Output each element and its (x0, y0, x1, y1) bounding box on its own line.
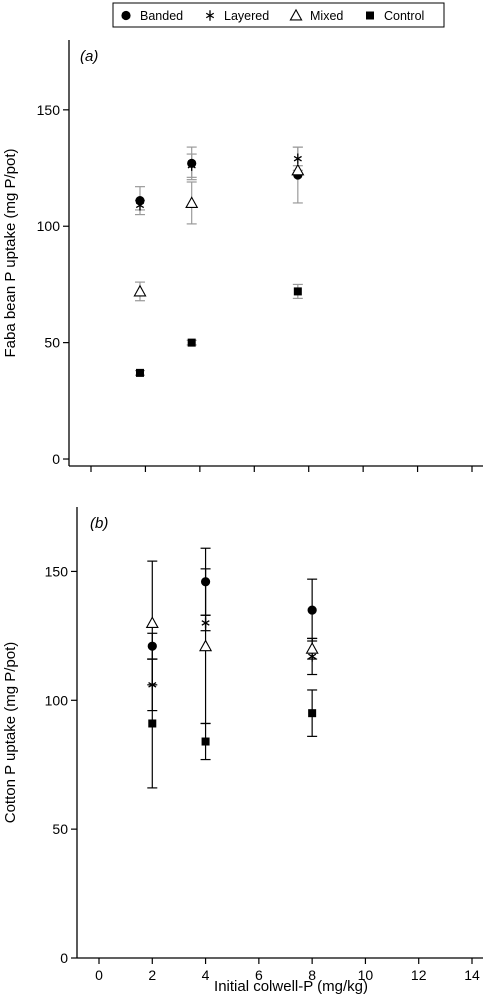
y-tick-label: 0 (52, 451, 60, 467)
point-control (308, 709, 317, 718)
point-layered (187, 160, 196, 171)
point-control (187, 338, 196, 347)
y-axis-title: Cotton P uptake (mg P/pot) (2, 642, 19, 824)
y-tick-label: 150 (37, 102, 61, 118)
panel-b: 0 50 100 150 0 2 4 6 8 10 12 14 (b) Cotton P uptake (… (2, 507, 483, 983)
panel-a: 0 50 100 150 (a) Faba bean P uptake (mg P/pot… (2, 40, 483, 472)
y-tick-label: 150 (45, 563, 69, 579)
point-mixed (291, 163, 305, 176)
x-tick-label: 14 (464, 967, 480, 983)
y-tick-label: 100 (45, 692, 69, 708)
y-tick-label: 50 (52, 821, 68, 837)
point-mixed (145, 616, 159, 629)
point-layered (135, 200, 145, 211)
point-mixed (133, 284, 147, 297)
legend-label-banded: Banded (140, 9, 183, 23)
x-tick-label: 12 (411, 967, 427, 983)
legend-box (112, 2, 445, 28)
x-tick-label: 8 (308, 967, 316, 983)
legend-label-control: Control (384, 9, 424, 23)
point-mixed (305, 642, 319, 654)
legend-marker-layered (205, 10, 215, 21)
legend-marker-control (366, 11, 374, 20)
legend-label-mixed: Mixed (310, 9, 343, 23)
panel-label: (a) (80, 48, 98, 65)
point-control (293, 287, 302, 296)
y-tick-label: 0 (60, 950, 68, 966)
point-banded (200, 577, 211, 587)
legend-marker-mixed (289, 8, 303, 21)
point-mixed (199, 639, 213, 652)
legend-marker-banded (121, 10, 131, 21)
x-tick-label: 2 (148, 967, 156, 983)
point-control (201, 737, 210, 746)
x-tick-label: 10 (358, 967, 374, 983)
point-layered (148, 679, 157, 691)
x-tick-label: 0 (95, 967, 103, 983)
y-tick-label: 50 (44, 335, 60, 351)
point-layered (201, 617, 210, 629)
point-control (148, 719, 157, 728)
point-banded (147, 641, 157, 651)
point-control (135, 368, 144, 377)
panel-label: (b) (90, 515, 108, 532)
x-tick-label: 6 (255, 967, 263, 983)
point-banded (307, 605, 317, 615)
legend: Banded Layered Mixed Control (112, 2, 445, 28)
legend-label-layered: Layered (224, 9, 269, 23)
x-tick-label: 4 (202, 967, 210, 983)
y-tick-label: 100 (37, 218, 61, 234)
point-mixed (185, 196, 199, 208)
point-layered (293, 153, 302, 164)
y-axis-title: Faba bean P uptake (mg P/pot) (2, 148, 19, 357)
x-axis-title: Initial colwell-P (mg/kg) (214, 978, 368, 995)
